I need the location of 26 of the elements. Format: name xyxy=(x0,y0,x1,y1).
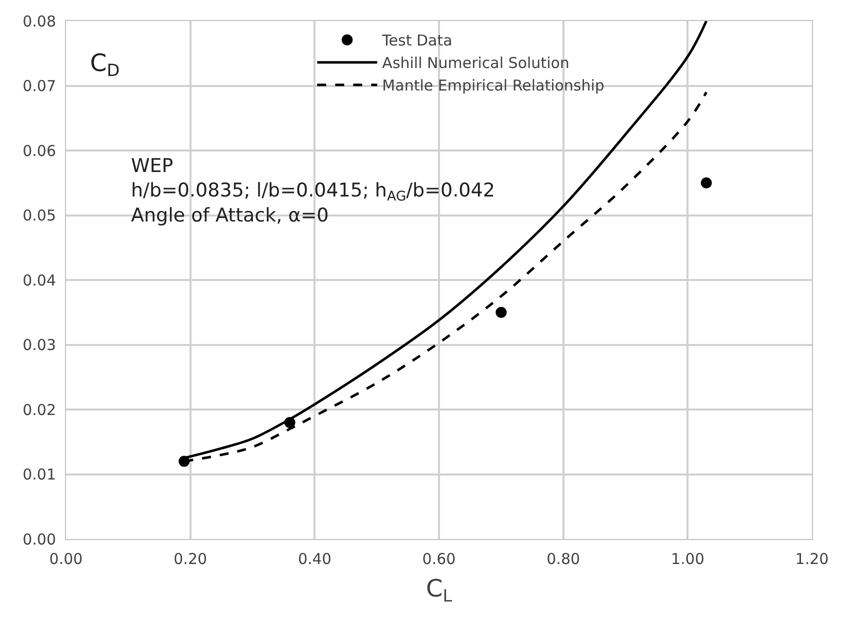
y-tick-label: 0.01 xyxy=(22,466,56,484)
x-tick-label: 0.60 xyxy=(422,550,456,568)
y-tick-label: 0.06 xyxy=(22,142,56,160)
x-tick-label: 0.80 xyxy=(546,550,580,568)
y-tick-label: 0.08 xyxy=(22,12,56,30)
annotation: WEP xyxy=(131,155,174,177)
x-axis-title: C$_{L}$ xyxy=(426,574,453,606)
y-tick-label: 0.04 xyxy=(22,271,56,290)
point xyxy=(496,306,507,318)
x-tick-label: 1.20 xyxy=(795,550,829,568)
legend-label: Test Data xyxy=(381,32,452,50)
x-tick-label: 0.00 xyxy=(49,550,83,568)
y-tick-label: 0.03 xyxy=(22,336,56,354)
legend-label: Ashill Numerical Solution xyxy=(382,54,570,72)
legend-label: Mantle Empirical Relationship xyxy=(382,76,604,95)
y-tick-label: 0.05 xyxy=(22,206,56,224)
point xyxy=(700,177,712,188)
x-tick-label: 1.00 xyxy=(670,550,704,568)
y-axis-title: C$_{D}$ xyxy=(90,49,120,80)
annotation: Angle of Attack, α=0 xyxy=(131,204,329,226)
x-tick-label: 0.20 xyxy=(174,550,208,568)
annotation: h/b=0.0835; l/b=0.0415; h$_{AG}$/b=0.042 xyxy=(131,180,495,205)
y-tick-label: 0.02 xyxy=(22,400,56,419)
x-tick-label: 0.40 xyxy=(298,550,332,568)
y-tick-label: 0.07 xyxy=(22,77,56,95)
y-tick-label: 0.00 xyxy=(22,530,56,548)
